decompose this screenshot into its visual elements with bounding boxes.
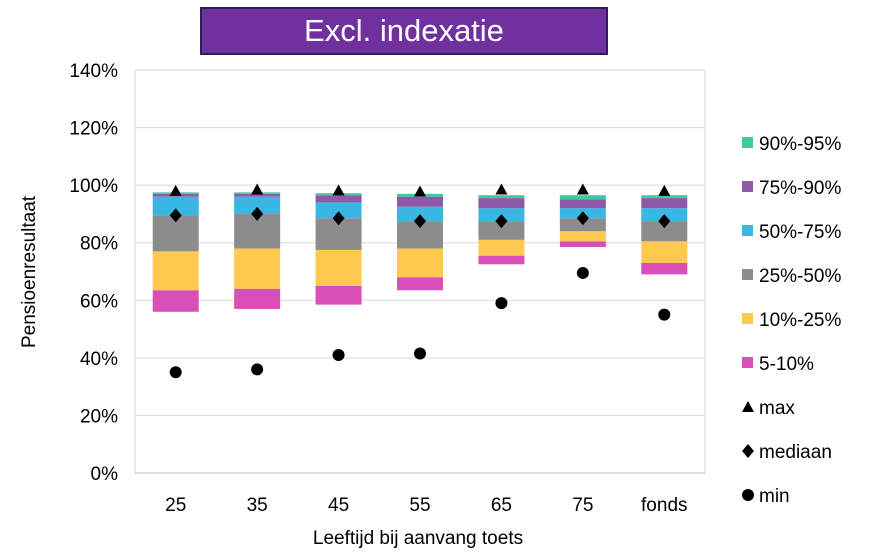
max-marker xyxy=(576,183,589,195)
legend-swatch xyxy=(742,357,753,368)
min-marker xyxy=(576,266,589,279)
bar-segment xyxy=(478,239,525,256)
mediaan-marker xyxy=(251,206,264,221)
legend-label: max xyxy=(759,398,795,419)
bar-segment xyxy=(478,198,525,209)
x-tick-label: 55 xyxy=(409,495,430,516)
legend-label: 90%-95% xyxy=(759,134,841,155)
y-tick-label: 100% xyxy=(69,176,118,197)
max-marker xyxy=(251,183,264,195)
min-marker xyxy=(495,297,508,310)
max-marker xyxy=(169,184,182,196)
y-tick-labels: 0% 20% 40% 60% 80% 100% 120% 140% xyxy=(69,61,118,485)
bar-segment xyxy=(641,198,688,209)
bar-segment xyxy=(478,255,525,265)
y-tick-label: 20% xyxy=(80,406,118,427)
x-tick-labels: 25 35 45 55 65 75 fonds xyxy=(165,495,687,516)
min-marker xyxy=(414,347,426,360)
y-tick-label: 120% xyxy=(69,119,118,140)
bar-segment xyxy=(315,249,362,286)
legend-label: min xyxy=(759,486,790,507)
min-marker xyxy=(251,363,264,376)
bar-segment xyxy=(152,290,199,312)
min-marker xyxy=(169,366,182,379)
legend-swatch xyxy=(742,313,753,324)
y-axis-label: Pensioenresultaat xyxy=(19,195,40,348)
bar-segment xyxy=(641,221,688,242)
bar-segment xyxy=(152,196,199,216)
bar-segment xyxy=(315,285,362,305)
bar-segment xyxy=(641,195,688,199)
y-tick-label: 80% xyxy=(80,234,118,255)
bar-segment xyxy=(234,196,281,214)
x-tick-label: fonds xyxy=(641,495,687,516)
bar-segment xyxy=(641,241,688,263)
circle-icon xyxy=(742,489,754,501)
x-tick-label: 45 xyxy=(328,495,349,516)
bar-segment xyxy=(559,231,606,242)
min-marker xyxy=(658,308,671,321)
bar-segment xyxy=(397,277,443,291)
legend-label: mediaan xyxy=(759,442,832,463)
mediaan-marker xyxy=(169,208,182,223)
bar-segment xyxy=(478,221,525,240)
max-marker xyxy=(495,183,508,195)
bar-segment xyxy=(234,248,281,289)
legend-swatch xyxy=(742,181,753,192)
max-marker xyxy=(658,184,671,196)
bar-segment xyxy=(559,199,606,209)
bar-segment xyxy=(397,196,443,207)
max-marker xyxy=(414,185,426,197)
x-tick-label: 25 xyxy=(165,495,186,516)
bar-segment xyxy=(559,241,606,248)
legend-label: 5-10% xyxy=(759,354,814,375)
mediaan-marker xyxy=(658,214,671,229)
x-axis-label: Leeftijd bij aanvang toets xyxy=(313,528,523,549)
stacked-bars xyxy=(152,192,688,312)
legend: 90%-95% 75%-90% 50%-75% 25%-50% 10%-25% 5-10%… xyxy=(742,134,841,507)
bar-segment xyxy=(315,195,362,203)
y-tick-label: 0% xyxy=(91,464,119,485)
legend-label: 25%-50% xyxy=(759,266,841,287)
mediaan-marker xyxy=(495,214,508,229)
bar-segment xyxy=(234,193,281,197)
bar-segment xyxy=(641,262,688,275)
mediaan-marker xyxy=(414,214,426,229)
legend-swatch xyxy=(742,137,753,148)
x-tick-label: 35 xyxy=(247,495,268,516)
bar-segment xyxy=(152,251,199,291)
markers xyxy=(169,183,671,379)
x-tick-label: 75 xyxy=(572,495,593,516)
mediaan-marker xyxy=(332,211,345,226)
y-tick-label: 140% xyxy=(69,61,118,82)
chart-title: Excl. indexatie xyxy=(200,7,608,55)
diamond-icon xyxy=(742,444,754,458)
bar-segment xyxy=(234,288,281,309)
bar-segment xyxy=(478,195,525,199)
bar-segment xyxy=(315,202,362,219)
min-marker xyxy=(332,348,345,361)
bar-segment xyxy=(559,195,606,200)
legend-swatch xyxy=(742,269,753,280)
max-marker xyxy=(332,184,345,196)
legend-label: 50%-75% xyxy=(759,222,841,243)
legend-label: 75%-90% xyxy=(759,178,841,199)
legend-swatch xyxy=(742,225,753,236)
mediaan-marker xyxy=(576,211,589,226)
bar-segment xyxy=(397,248,443,278)
x-tick-label: 65 xyxy=(491,495,512,516)
legend-label: 10%-25% xyxy=(759,310,841,331)
y-tick-label: 40% xyxy=(80,349,118,370)
y-tick-label: 60% xyxy=(80,291,118,312)
gridlines xyxy=(134,69,706,474)
triangle-icon xyxy=(742,401,754,412)
bar-segment xyxy=(397,206,443,222)
